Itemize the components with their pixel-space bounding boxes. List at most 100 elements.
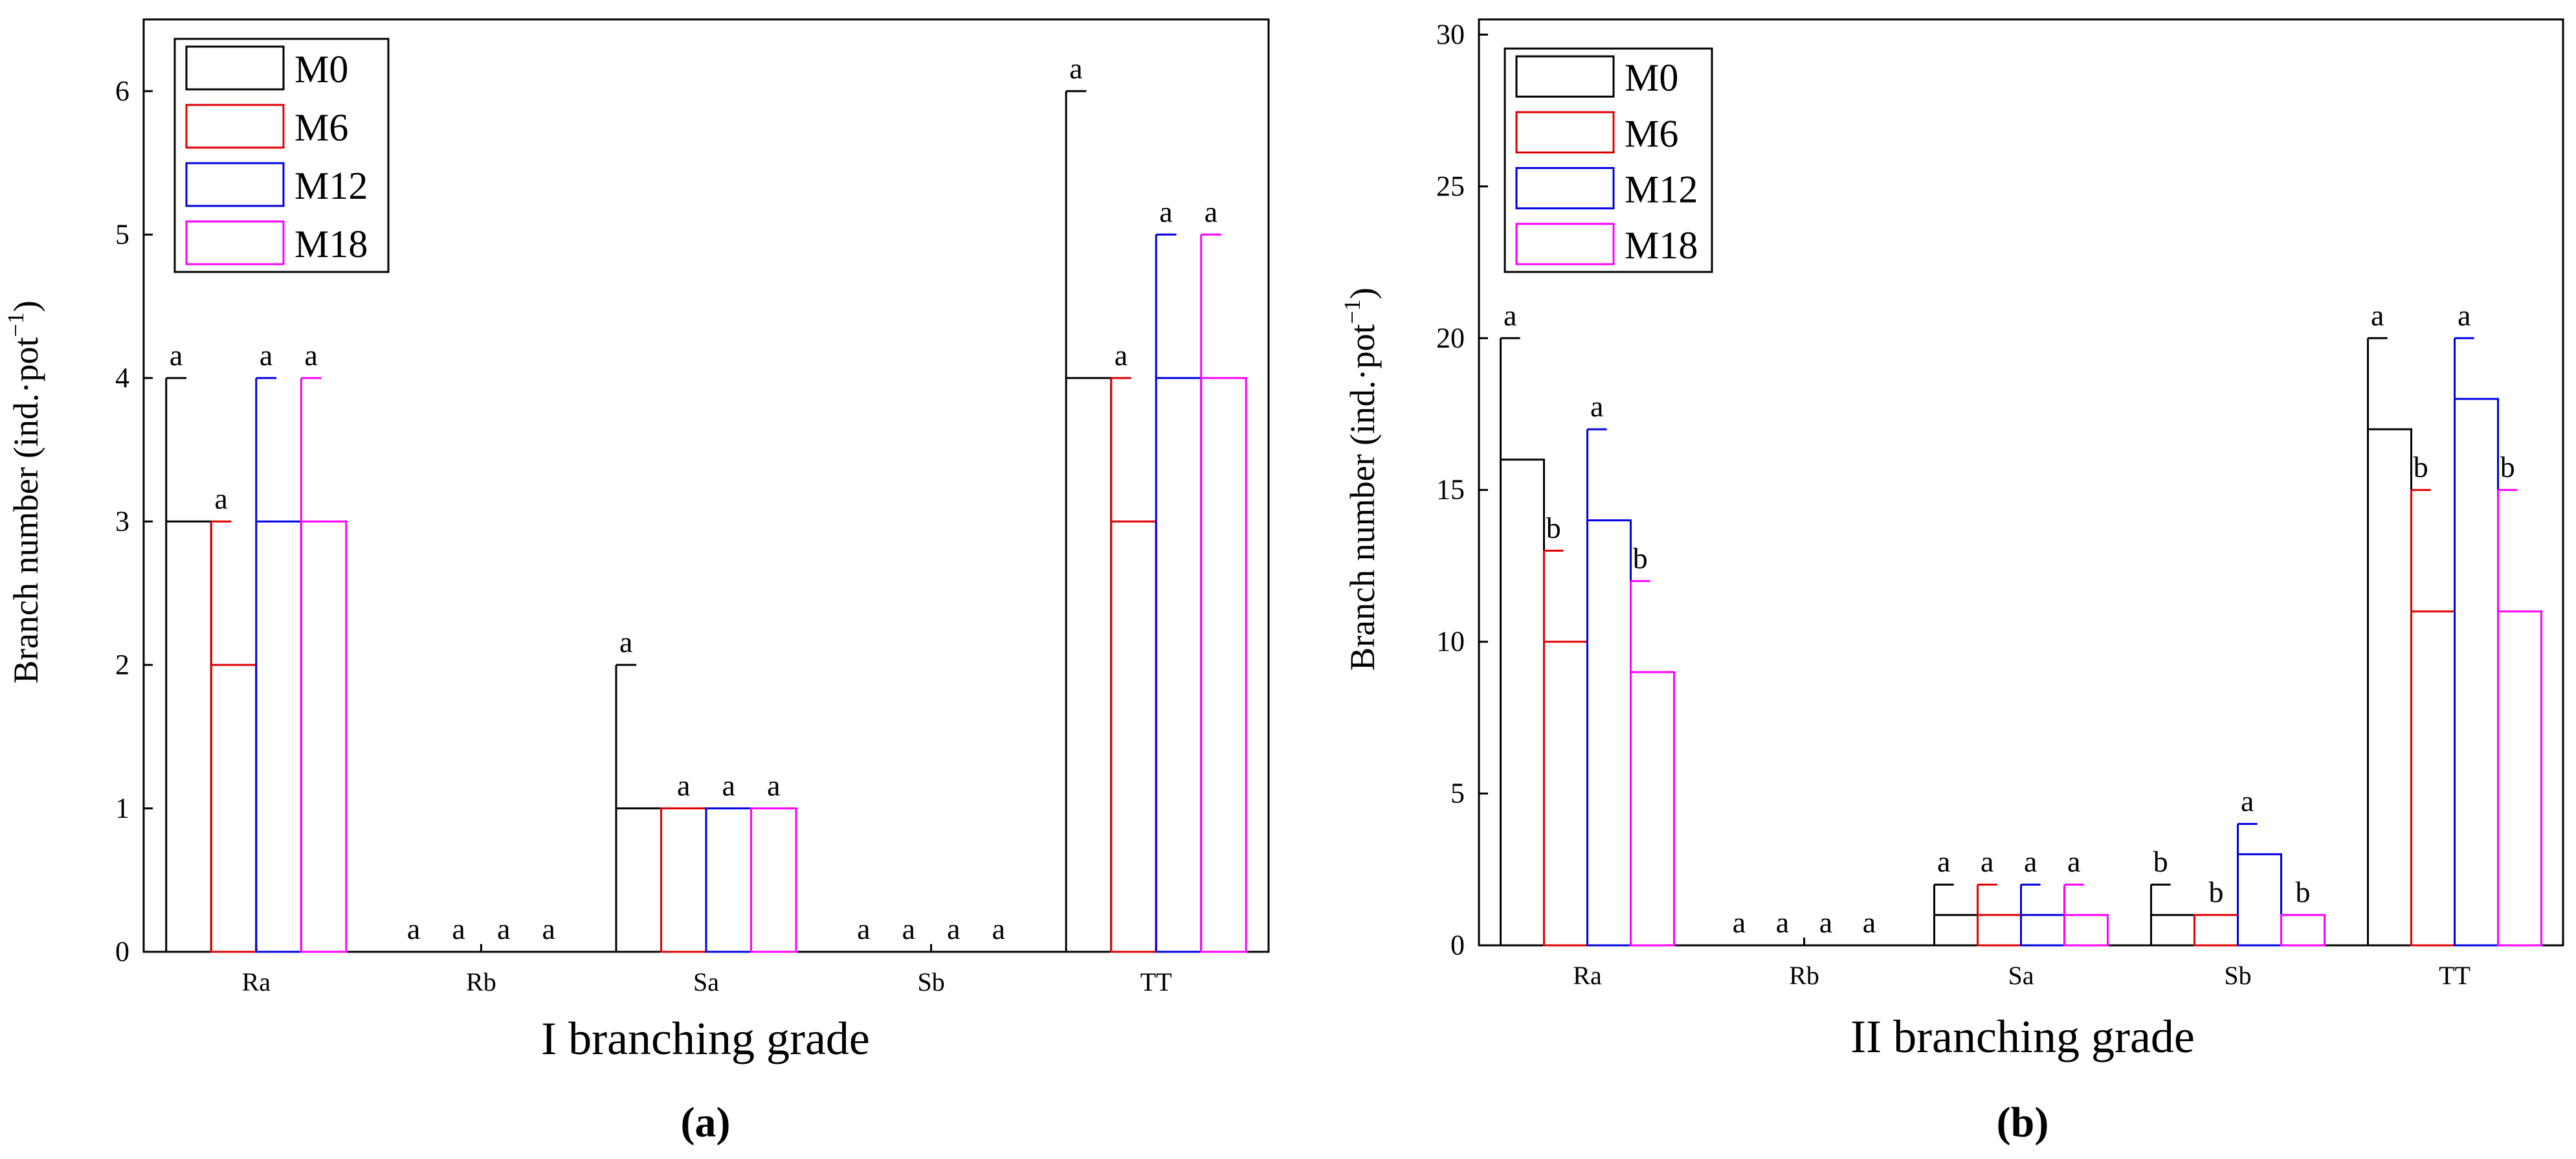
y-tick-label: 25	[1436, 170, 1465, 202]
legend-swatch-M12	[1515, 167, 1615, 210]
panel-label: (a)	[681, 1099, 731, 1146]
bar-M6-Sa	[1977, 914, 2022, 947]
y-axis-label: Branch number (ind.·pot−1)	[1339, 287, 1382, 671]
legend-label-M0: M0	[1625, 56, 1678, 99]
significance-letter: a	[452, 912, 465, 945]
x-tick-label: Rb	[1789, 961, 1819, 990]
bar-M12-Ra	[1586, 519, 1632, 947]
y-tick-label: 1	[115, 792, 129, 824]
bar-M12-Sa	[2020, 914, 2065, 947]
legend-label-M18: M18	[1625, 224, 1698, 267]
significance-letter: a	[1819, 906, 1832, 939]
significance-letter: a	[1504, 298, 1516, 332]
y-tick-label: 0	[1450, 929, 1465, 961]
bar-M0-Sa	[1933, 914, 1979, 947]
bar-M6-Sa	[660, 807, 707, 953]
significance-letter: b	[2209, 875, 2224, 908]
legend-swatch-M0	[185, 45, 285, 91]
legend: M0 M6 M12 M18	[1504, 47, 1713, 273]
legend-swatch-M18	[185, 220, 285, 265]
bar-M6-Ra	[1543, 640, 1588, 947]
x-tick-label: Ra	[1573, 961, 1602, 990]
y-tick-label: 15	[1436, 474, 1465, 506]
bar-M12-TT	[1155, 377, 1203, 953]
y-tick-label: 5	[1450, 778, 1465, 809]
bar-M0-Ra	[165, 520, 212, 953]
bar-M0-Sa	[615, 807, 662, 953]
y-tick-label: 10	[1436, 625, 1465, 657]
bar-M18-Sb	[2280, 914, 2326, 947]
significance-letter: b	[2414, 451, 2428, 484]
significance-letter: a	[992, 912, 1005, 945]
significance-letter: a	[1776, 906, 1789, 939]
x-tick-label: Sb	[2224, 961, 2251, 990]
bar-M12-Sa	[705, 807, 753, 953]
significance-letter: a	[497, 912, 510, 945]
legend-swatch-M0	[1515, 55, 1615, 98]
legend-label-M6: M6	[1625, 112, 1678, 155]
significance-letter: b	[1633, 541, 1648, 574]
bar-M18-Sa	[2063, 914, 2109, 947]
bar-M6-Ra	[210, 664, 258, 953]
significance-letter: a	[857, 912, 870, 945]
bar-M0-TT	[1065, 377, 1113, 953]
legend-label-M0: M0	[294, 48, 348, 91]
bar-M12-Sb	[2237, 853, 2282, 947]
bar-M18-Ra	[1630, 671, 1675, 947]
significance-letter: a	[1863, 906, 1876, 939]
legend-label-M12: M12	[1625, 168, 1698, 211]
bar-M6-TT	[1110, 520, 1157, 953]
y-tick-label: 5	[115, 218, 129, 250]
y-tick-label: 30	[1436, 18, 1465, 50]
y-tick-label: 4	[115, 362, 129, 394]
panel-label: (b)	[1997, 1099, 2049, 1146]
bar-M0-TT	[2367, 428, 2412, 947]
significance-letter: a	[902, 912, 915, 945]
x-axis-label: I branching grade	[541, 1013, 870, 1064]
significance-letter: a	[1159, 195, 1172, 228]
bar-M12-TT	[2454, 398, 2499, 947]
significance-letter: b	[2153, 845, 2168, 878]
legend-label-M18: M18	[294, 223, 368, 265]
significance-letter: a	[260, 339, 272, 372]
legend-label-M6: M6	[294, 106, 348, 149]
bar-M18-Ra	[300, 520, 348, 953]
legend-swatch-M12	[185, 162, 285, 207]
significance-letter: a	[214, 482, 227, 515]
significance-letter: a	[722, 769, 735, 802]
x-tick-label: Sa	[2008, 961, 2034, 990]
legend-frame	[1504, 47, 1713, 273]
significance-letter: a	[677, 769, 690, 802]
y-tick-label: 6	[115, 75, 129, 107]
significance-letter: a	[407, 912, 420, 945]
significance-letter: a	[1981, 845, 1993, 878]
x-tick-label: Rb	[466, 967, 496, 996]
significance-letter: a	[619, 625, 632, 658]
significance-letter: a	[1590, 390, 1603, 423]
legend-label-M12: M12	[294, 164, 368, 207]
significance-letter: b	[2500, 451, 2515, 484]
significance-letter: a	[170, 339, 183, 372]
significance-letter: b	[1546, 511, 1561, 544]
significance-letter: a	[1069, 52, 1082, 85]
significance-letter: a	[2458, 298, 2471, 332]
x-tick-label: Sb	[917, 967, 944, 996]
significance-letter: a	[2024, 845, 2037, 878]
x-tick-label: TT	[2439, 961, 2471, 990]
bar-M6-Sb	[2193, 914, 2239, 947]
x-tick-label: Ra	[242, 967, 271, 996]
bar-M18-Sa	[750, 807, 797, 953]
bar-M6-TT	[2410, 610, 2456, 947]
bar-M0-Ra	[1500, 458, 1545, 947]
legend-swatch-M6	[185, 104, 285, 149]
bar-M12-Ra	[255, 520, 302, 953]
significance-letter: a	[2371, 298, 2384, 332]
y-tick-label: 0	[115, 936, 129, 967]
y-tick-label: 2	[115, 649, 129, 681]
legend-swatch-M18	[1515, 223, 1615, 265]
significance-letter: a	[767, 769, 780, 802]
significance-letter: b	[2296, 875, 2311, 908]
significance-letter: a	[1937, 845, 1950, 878]
